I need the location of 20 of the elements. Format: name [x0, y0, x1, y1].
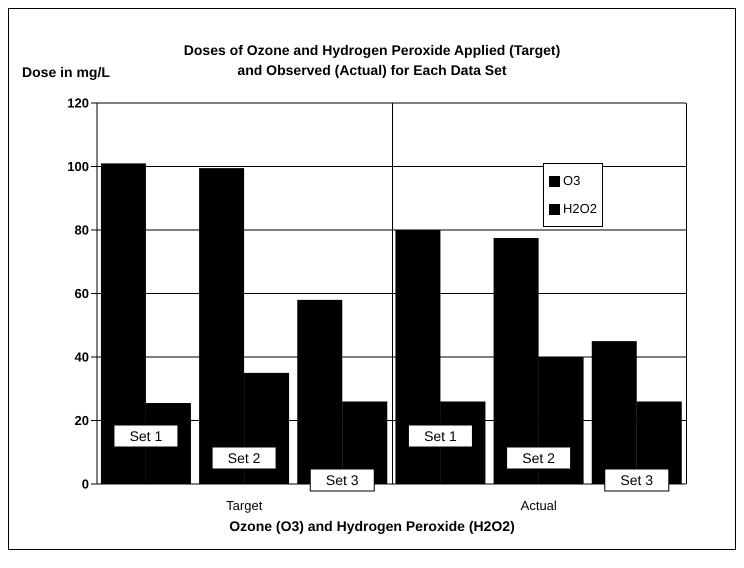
y-tick-label: 80	[74, 222, 89, 238]
x-tick-label: Set 2	[522, 450, 556, 466]
x-tick-label: Set 3	[326, 472, 359, 488]
x-tick-label: Set 1	[130, 428, 162, 444]
x-axis-title: Ozone (O3) and Hydrogen Peroxide (H2O2)	[228, 518, 516, 534]
chart-title: Doses of Ozone and Hydrogen Peroxide Applied (Target) and Observed (Actual) for Each Data Set	[184, 42, 560, 78]
text: Actual	[520, 498, 558, 513]
text: Target	[225, 498, 264, 513]
y-axis-title: Dose in mg/L	[22, 64, 110, 80]
x-tick-label: Set 1	[424, 428, 457, 444]
x-tick-label: Set 3	[620, 472, 654, 488]
y-tick-label: 20	[74, 413, 89, 428]
y-tick-label: 0	[82, 476, 89, 492]
y-tick-label: 60	[74, 286, 89, 302]
y-tick-label: 40	[74, 350, 89, 365]
y-tick-label: 100	[67, 159, 89, 174]
x-tick-label: Set 2	[228, 450, 261, 466]
legend-label: H2O2	[563, 200, 597, 218]
y-tick-label: 120	[67, 96, 89, 111]
legend-label: O3	[563, 172, 580, 190]
